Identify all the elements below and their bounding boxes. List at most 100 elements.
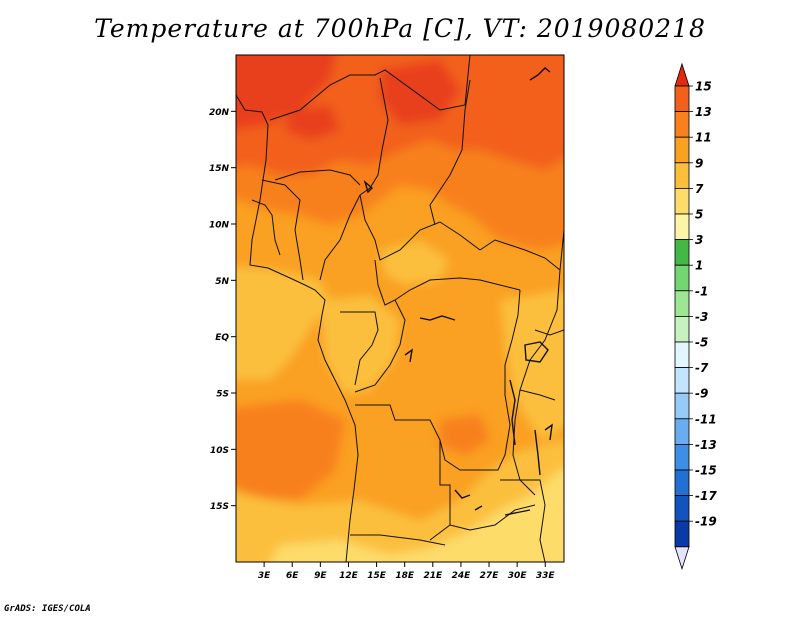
colorbar-label: 9	[695, 156, 703, 170]
border-west-coast-states	[251, 199, 281, 256]
latitude-axis: 20N 15N 10N 5N EQ 5S 10S 15S	[209, 108, 236, 512]
lon-tick-label: 3E	[258, 571, 271, 581]
border-drc-east	[480, 289, 521, 471]
temp-patch-center-warm	[440, 415, 490, 455]
border-congo-drc	[354, 299, 406, 393]
lon-tick-label: 27E	[480, 571, 500, 581]
lat-tick-label: 10N	[209, 221, 230, 231]
temp-patch-hot-center	[285, 105, 340, 140]
colorbar-label: -3	[695, 310, 708, 324]
lon-tick-label: 33E	[536, 571, 556, 581]
border-chad-car	[359, 194, 481, 261]
border-nigeria-cameroon	[319, 194, 361, 281]
lat-tick-label: 15S	[210, 502, 229, 512]
lake-chad	[363, 179, 374, 194]
temp-patch-hot-ne	[380, 60, 460, 125]
colorbar-label: -19	[695, 515, 717, 529]
colorbar-segment	[674, 469, 690, 497]
congo-river	[419, 315, 456, 321]
lat-tick-label: 20N	[209, 108, 230, 118]
country-borders	[236, 55, 564, 562]
colorbar-label: 5	[695, 208, 703, 222]
lon-tick-label: 24E	[452, 571, 472, 581]
lat-tick-label: EQ	[215, 333, 229, 343]
border-burkina	[261, 179, 301, 231]
lat-tick-label: 15N	[209, 164, 230, 174]
red-sea-coast	[529, 67, 551, 81]
colorbar-segment	[674, 315, 690, 343]
colorbar-segment	[674, 443, 690, 471]
lake-bangweulu	[474, 505, 483, 511]
lon-tick-label: 6E	[286, 571, 299, 581]
colorbar-segment	[674, 392, 690, 420]
border-niger-chad	[359, 77, 389, 196]
border-angola-zambia	[429, 440, 451, 541]
colorbar-label: 11	[695, 131, 712, 145]
lat-tick-label: 10S	[210, 446, 229, 456]
temp-patch-sw-warm	[236, 400, 345, 500]
colorbar: 15 13 11 9 7 5 3 1 -1 -3 -5 -7 -9 -11 -13 -15 -17 -19	[674, 62, 717, 571]
longitude-axis: 3E 6E 9E 12E 15E 18E 21E 24E 27E 30E 33E	[258, 562, 556, 581]
river-segment	[404, 348, 413, 363]
colorbar-label: -15	[695, 464, 717, 478]
border-cameroon-car	[374, 259, 521, 306]
colorbar-label: -13	[695, 438, 717, 452]
colorbar-segment	[674, 264, 690, 292]
colorbar-label: -1	[695, 284, 708, 298]
border-sudan-south	[479, 239, 561, 271]
colorbar-segment	[674, 520, 690, 548]
colorbar-label: 15	[695, 80, 712, 94]
colorbar-segment	[674, 187, 690, 215]
border-east-africa	[534, 329, 564, 336]
temp-band-south-5	[270, 469, 564, 562]
border-ghana-togo	[294, 229, 304, 281]
colorbar-label: 3	[695, 233, 703, 247]
colorbar-segment	[674, 111, 690, 138]
lat-tick-label: 5S	[216, 390, 229, 400]
border-mali-niger	[269, 55, 471, 121]
lon-tick-label: 15E	[367, 571, 387, 581]
map-frame	[235, 54, 565, 563]
temp-band-central-7	[320, 295, 400, 395]
lake-tanganyika	[509, 379, 516, 446]
lake-malawi	[534, 429, 541, 476]
colorbar-bottom-arrow	[674, 546, 690, 571]
temp-patch-hot-nw	[236, 55, 337, 130]
lon-tick-label: 9E	[314, 571, 327, 581]
colorbar-label: -7	[695, 361, 709, 375]
colorbar-segment	[674, 85, 690, 113]
colorbar-segment	[674, 418, 690, 445]
lat-tick-label: 5N	[215, 277, 229, 287]
colorbar-top-arrow	[674, 62, 690, 87]
colorbar-segment	[674, 213, 690, 241]
colorbar-segment	[674, 136, 690, 164]
lake-victoria	[524, 341, 549, 363]
temp-band-east-7	[500, 290, 564, 440]
colorbar-label: 1	[695, 259, 703, 273]
border-chad-sudan	[429, 79, 471, 226]
map-title: Temperature at 700hPa [C], VT: 201908021…	[94, 14, 706, 43]
lon-tick-label: 21E	[423, 571, 443, 581]
border-tanzania	[519, 389, 556, 401]
temp-patch-southeast-5	[500, 500, 560, 560]
colorbar-segment	[674, 162, 690, 189]
lake-mweru	[454, 489, 471, 499]
colorbar-label: 7	[695, 182, 704, 196]
lake-kariba	[504, 509, 531, 516]
colorbar-segment	[674, 239, 690, 266]
border-malawi-mozambique	[500, 479, 546, 562]
coastline-west	[236, 94, 359, 562]
lakes-rivers	[363, 67, 553, 516]
colorbar-segment	[674, 495, 690, 522]
lon-tick-label: 12E	[339, 571, 359, 581]
border-angola-namibia	[350, 534, 446, 546]
colorbar-label: 13	[695, 105, 712, 119]
border-drc-angola	[355, 404, 480, 471]
lon-tick-label: 18E	[395, 571, 415, 581]
colorbar-label: -11	[695, 412, 717, 426]
east-lakes	[544, 423, 553, 441]
colorbar-segment	[674, 341, 690, 369]
colorbar-segment	[674, 290, 690, 317]
border-zambia-south	[449, 504, 536, 531]
